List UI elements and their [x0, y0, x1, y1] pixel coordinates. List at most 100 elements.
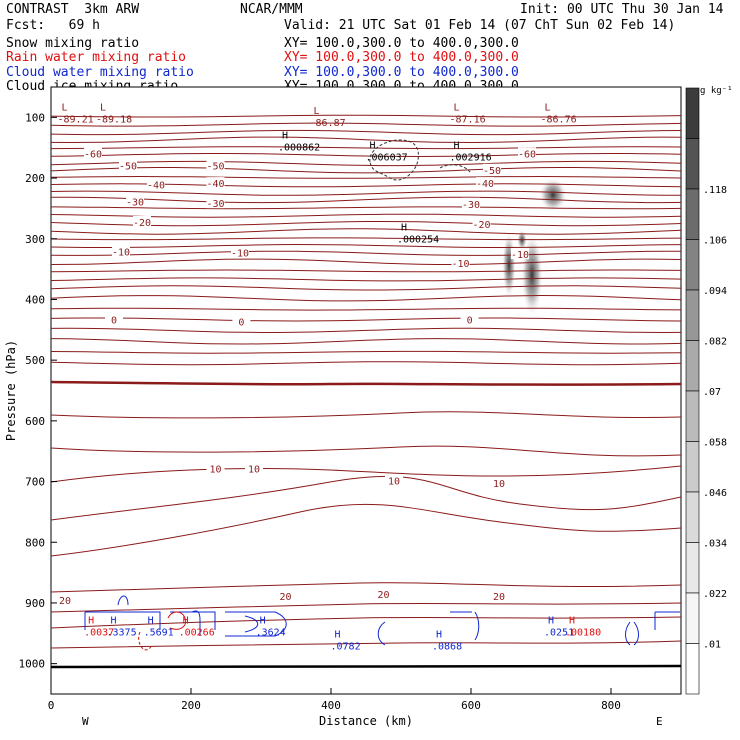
extremum-value: -86.87 [310, 118, 346, 129]
extremum-value: .002916 [450, 153, 492, 164]
isotherm-label: -10 [451, 259, 469, 270]
isotherm-label-bg [460, 313, 479, 325]
y-tick-label: 1000 [19, 658, 46, 671]
isotherm [51, 237, 681, 241]
extremum-value: -89.18 [96, 114, 132, 125]
isotherm [51, 122, 681, 127]
isotherm-label: 10 [388, 477, 400, 488]
isotherm [51, 146, 681, 150]
isotherm-label: -50 [206, 162, 224, 173]
cloud-water-contour [244, 615, 259, 633]
isotherm [51, 160, 681, 167]
extremum-value: .3624 [256, 627, 286, 638]
y-tick-label: 700 [25, 476, 45, 489]
extremum-value: .0037 [84, 627, 114, 638]
isotherm-label: 0 [238, 318, 244, 329]
isotherm [51, 228, 681, 235]
extremum-mark: L [454, 102, 460, 113]
isotherm-label: -50 [483, 166, 501, 177]
x-tick-label: 600 [461, 699, 481, 712]
cloud-water-contour [191, 610, 201, 636]
colorbar-cell [685, 491, 700, 543]
extremum-value: .006037 [366, 153, 408, 164]
isotherm [51, 196, 681, 204]
colorbar-cell [685, 340, 700, 392]
extremum-value: .0251 [544, 627, 574, 638]
extremum-mark: L [545, 102, 551, 113]
cloud-water-contour [377, 621, 386, 646]
isotherm-label: -50 [119, 162, 137, 173]
extremum-mark: H [436, 629, 442, 640]
extremum-mark: H [183, 615, 189, 626]
isotherm [51, 167, 681, 174]
isotherm-label: 20 [59, 596, 71, 607]
isotherm-label-bg [206, 159, 225, 171]
isotherm [51, 640, 681, 649]
field-xy-cloud-water: XY= 100.0,300.0 to 400.0,300.0 [284, 65, 519, 80]
organization-label: NCAR/MMM [240, 2, 303, 17]
y-tick-label: 200 [25, 172, 45, 185]
isotherm [51, 475, 681, 521]
colorbar-cell [685, 239, 700, 291]
extremum-value: -86.76 [541, 114, 577, 125]
isotherm-label-bg [232, 315, 251, 327]
colorbar-tick-label: .046 [703, 488, 727, 499]
isotherm [51, 129, 681, 136]
isotherm [51, 136, 681, 144]
cloud-ice-contour [369, 139, 419, 181]
isotherm-label-bg [451, 257, 470, 269]
isotherm-label-bg [462, 197, 480, 209]
cloud-water-contour [117, 595, 129, 606]
colorbar-cell [685, 643, 700, 695]
isotherm [51, 269, 681, 273]
extremum-value: .00180 [565, 627, 601, 638]
isotherm [51, 206, 681, 210]
isotherm-label: -60 [84, 149, 102, 160]
isotherm-label: -10 [112, 248, 130, 259]
extremum-value: .3375 [107, 627, 137, 638]
isotherm [51, 307, 681, 311]
extremum-mark: H [370, 141, 376, 152]
isotherm [51, 277, 681, 282]
isotherm-label-bg [119, 159, 137, 171]
colorbar-cell [685, 188, 700, 240]
colorbar-tick-label: .01 [703, 640, 721, 651]
isotherm-label: -20 [133, 218, 151, 229]
isotherm-label: -10 [511, 250, 529, 261]
isotherm [51, 175, 681, 179]
isotherm-label: -60 [518, 149, 536, 160]
extremum-mark: H [88, 615, 94, 626]
isotherm [51, 602, 681, 613]
extremum-mark: H [548, 615, 554, 626]
field-xy-snow: XY= 100.0,300.0 to 400.0,300.0 [284, 36, 519, 51]
y-tick-label: 500 [25, 354, 45, 367]
extremum-value: .0868 [432, 641, 462, 652]
isotherm [51, 317, 681, 322]
y-tick-label: 100 [25, 111, 45, 124]
isotherm-label: -30 [126, 197, 144, 208]
colorbar-tick-label: .118 [703, 185, 727, 196]
colorbar-tick-label: .082 [703, 337, 727, 348]
isotherm [51, 465, 681, 483]
extremum-value: .0782 [331, 641, 361, 652]
endpoint-west: W [82, 715, 89, 728]
isotherm [51, 190, 681, 196]
colorbar-tick-label: .106 [703, 236, 727, 247]
isotherm [51, 114, 681, 118]
isotherm-label: -40 [147, 180, 165, 191]
field-name-snow: Snow mixing ratio [6, 36, 140, 51]
isotherm [51, 213, 681, 218]
extremum-mark: H [148, 615, 154, 626]
field-xy-rain: XY= 100.0,300.0 to 400.0,300.0 [284, 50, 519, 65]
isotherm-label: -20 [472, 220, 490, 231]
colorbar-cell [685, 542, 700, 594]
isotherm [51, 503, 681, 557]
field-name-rain: Rain water mixing ratio [6, 50, 187, 65]
isotherm-label-bg [476, 177, 494, 189]
y-tick-label: 800 [25, 536, 45, 549]
x-tick-label: 800 [601, 699, 621, 712]
extremum-mark: H [569, 615, 575, 626]
extremum-mark: L [62, 102, 68, 113]
isotherm-label-bg [133, 215, 151, 227]
valid-time: Valid: 21 UTC Sat 01 Feb 14 (07 ChT Sun … [284, 18, 676, 33]
